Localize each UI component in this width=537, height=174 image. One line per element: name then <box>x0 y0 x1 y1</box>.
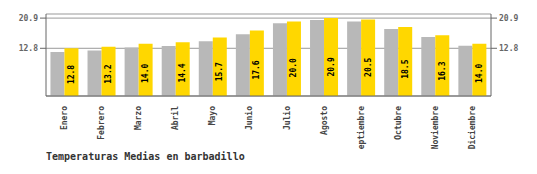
svg-text:20.5: 20.5 <box>364 57 373 76</box>
svg-text:Octubre: Octubre <box>394 106 403 140</box>
svg-text:Noviembre: Noviembre <box>430 106 440 150</box>
svg-text:20.9: 20.9 <box>327 57 336 76</box>
svg-text:14.4: 14.4 <box>178 63 187 82</box>
html-text:Temperaturas Medias en barbadi: Temperaturas Medias en barbadillo <box>46 151 245 162</box>
svg-text:13.2: 13.2 <box>104 64 113 83</box>
svg-text:14.0: 14.0 <box>475 64 484 83</box>
svg-text:Enero: Enero <box>60 106 69 130</box>
svg-text:20.9: 20.9 <box>499 14 518 23</box>
svg-text:Agosto: Agosto <box>320 106 329 135</box>
svg-text:14.0: 14.0 <box>141 64 150 83</box>
svg-text:Marzo: Marzo <box>134 106 143 130</box>
svg-text:Junio: Junio <box>244 106 254 130</box>
svg-text:18.5: 18.5 <box>401 59 410 78</box>
svg-text:Septiembre: Septiembre <box>356 106 366 150</box>
svg-text:16.3: 16.3 <box>438 61 447 80</box>
svg-text:Febrero: Febrero <box>97 106 106 140</box>
svg-text:Mayo: Mayo <box>208 106 217 125</box>
svg-text:Julio: Julio <box>282 106 292 130</box>
svg-text:Abril: Abril <box>170 106 180 130</box>
svg-text:15.7: 15.7 <box>215 62 224 81</box>
svg-text:20.0: 20.0 <box>289 58 298 77</box>
svg-text:12.8: 12.8 <box>67 65 76 84</box>
svg-text:20.9: 20.9 <box>19 14 38 23</box>
svg-text:12.8: 12.8 <box>19 44 38 53</box>
svg-text:17.6: 17.6 <box>252 60 261 79</box>
svg-text:12.8: 12.8 <box>499 44 518 53</box>
svg-text:Diciembre: Diciembre <box>467 106 477 150</box>
